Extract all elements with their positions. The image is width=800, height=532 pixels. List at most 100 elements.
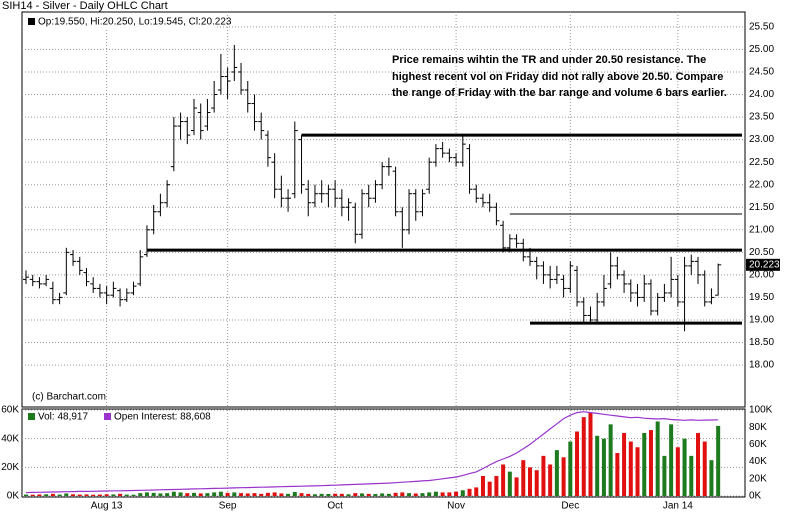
volume-bar [366,493,371,496]
volume-bar [91,494,96,496]
y2-tick-label: 80K [749,422,767,433]
volume-bar [339,493,344,496]
volume-bar [648,430,653,496]
volume-bar [192,492,196,496]
price-panel [21,11,746,408]
volume-bar [218,491,223,496]
y-tick-label: 20.00 [749,270,774,281]
volume-bar [44,494,49,496]
volume-bar [245,493,250,496]
y2-tick-label: 100K [749,405,773,416]
volume-bar [212,492,217,496]
y2-tick-label: 0K [749,491,762,502]
volume-bar [205,493,210,496]
volume-bar [548,464,553,496]
volume-bar [480,475,485,496]
y-tick-label: 19.50 [749,292,774,303]
volume-bar [77,494,82,496]
y-tick-label: 24.50 [749,67,774,78]
volume-bar [608,424,613,496]
volume-bar [575,431,580,496]
volume-bar [393,492,398,496]
y-tick-label: 20.50 [749,247,774,258]
volume-bar [84,494,89,496]
volume-bar [460,490,465,496]
volume-bar [239,493,244,496]
volume-bar [655,421,660,496]
legend-swatch [28,413,35,420]
y2-tick-label: 60K [749,439,767,450]
volume-bar [292,491,297,496]
volume-bar [682,438,687,496]
volume-bar [299,493,304,496]
volume-bar [24,494,28,496]
volume-bar [507,471,512,496]
volume-bar [111,494,116,496]
volume-bar [185,493,190,496]
y-tick-label: 21.50 [749,202,774,213]
volume-bar [71,494,76,496]
volume-bar [138,493,143,496]
volume-bar [319,493,324,496]
volume-bar [588,412,593,496]
volume-bar [454,491,459,496]
volume-bar [628,441,633,496]
volume-bar [702,441,707,496]
volume-bar [124,494,129,496]
volume-bar [151,492,156,496]
y-tick-label: 21.00 [749,224,774,235]
volume-bar [554,450,559,496]
volume-bar [252,493,257,496]
volume-bar [521,460,526,496]
volume-bar [541,455,546,496]
y-tick-label: 24.00 [749,89,774,100]
volume-bar [534,470,539,496]
volume-bar [37,494,42,496]
volume-bar [501,464,506,496]
volume-bar [50,493,55,496]
y-tick-label: 25.50 [749,22,774,33]
volume-bar [635,447,640,496]
volume-bar [198,493,203,496]
y-tick-label: 40K [1,433,19,444]
legend-swatch [28,18,35,25]
y2-tick-label: 40K [749,456,767,467]
volume-bar [433,491,438,496]
volume-bar [97,494,102,496]
volume-bar [675,447,680,496]
x-tick-label: Jan 14 [663,501,693,512]
y-tick-label: 23.50 [749,112,774,123]
legend-text: Vol: 48,917 [38,412,88,423]
volume-bar [662,455,667,496]
volume-bar [716,425,721,496]
x-tick-label: Sep [219,501,237,512]
volume-bar [601,438,606,496]
volume-bar [595,435,600,496]
volume-bar [279,493,284,496]
legend-text: Open Interest: 88,608 [114,412,211,423]
volume-bar [447,492,452,496]
volume-bar [353,493,358,496]
volume-bar [581,417,586,496]
volume-bar [514,477,519,496]
volume-legend [25,411,215,423]
volume-bar [232,492,237,496]
y-tick-label: 18.00 [749,360,774,371]
volume-bar [64,493,69,496]
volume-bar [118,493,123,496]
volume-bar [312,494,317,496]
volume-bar [265,492,270,496]
volume-bar [709,460,714,496]
volume-bar [467,488,472,496]
x-tick-label: Nov [447,501,465,512]
volume-bar [326,493,331,496]
price-legend [25,15,215,28]
annotation: highest recent vol on Friday did not ral… [392,71,723,83]
volume-bar [413,493,418,496]
volume-bar [144,492,149,496]
y-tick-label: 22.00 [749,179,774,190]
volume-bar [158,493,163,496]
credit: (c) Barchart.com [32,392,106,403]
